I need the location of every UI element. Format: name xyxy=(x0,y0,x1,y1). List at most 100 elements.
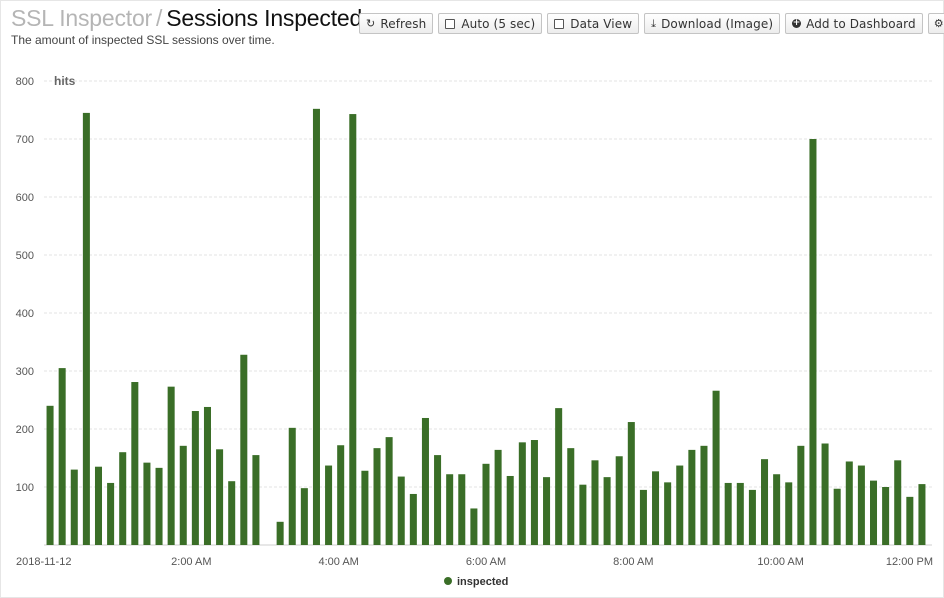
bar[interactable] xyxy=(470,508,478,545)
gear-icon: ⚙ xyxy=(933,17,944,30)
bar[interactable] xyxy=(506,475,514,545)
bar[interactable] xyxy=(736,482,744,545)
bar[interactable] xyxy=(615,456,623,545)
bar[interactable] xyxy=(240,354,248,545)
page-subtitle: The amount of inspected SSL sessions ove… xyxy=(11,33,275,47)
bar[interactable] xyxy=(567,448,575,545)
y-tick-label: 400 xyxy=(16,308,34,320)
bar[interactable] xyxy=(216,449,224,545)
bar[interactable] xyxy=(700,445,708,545)
bar[interactable] xyxy=(119,452,127,545)
bar[interactable] xyxy=(494,449,502,545)
bar[interactable] xyxy=(530,440,538,545)
y-axis-unit-label: hits xyxy=(54,74,76,88)
x-tick-label: 2:00 AM xyxy=(171,556,211,568)
bar[interactable] xyxy=(373,448,381,545)
bar[interactable] xyxy=(845,461,853,545)
bar[interactable] xyxy=(94,466,103,545)
data-view-label: Data View xyxy=(570,16,633,31)
bar[interactable] xyxy=(252,455,260,545)
settings-button[interactable]: ⚙ xyxy=(927,13,944,34)
bar[interactable] xyxy=(203,406,211,545)
bar[interactable] xyxy=(724,482,732,545)
x-axis: 2018-11-12 2:00 AM 4:00 AM 6:00 AM 8:00 AM 10… xyxy=(16,556,933,568)
bar[interactable] xyxy=(191,411,199,545)
download-label: Download (Image) xyxy=(661,16,774,31)
chart-legend[interactable]: inspected xyxy=(444,576,508,588)
bar[interactable] xyxy=(276,521,284,545)
bar[interactable] xyxy=(518,442,526,545)
bar[interactable] xyxy=(918,484,926,545)
bar[interactable] xyxy=(894,460,902,545)
bar[interactable] xyxy=(543,477,551,545)
refresh-button[interactable]: ↻ Refresh xyxy=(359,13,434,34)
auto-refresh-toggle[interactable]: Auto (5 sec) xyxy=(438,13,543,34)
legend-marker[interactable] xyxy=(444,577,452,585)
y-axis: 100 200 300 400 500 600 700 800 xyxy=(16,76,34,494)
bar[interactable] xyxy=(773,474,781,545)
bar[interactable] xyxy=(300,488,308,545)
bar[interactable] xyxy=(482,463,490,545)
bar[interactable] xyxy=(712,390,720,545)
bar[interactable] xyxy=(664,482,672,545)
bar[interactable] xyxy=(882,487,890,545)
bar[interactable] xyxy=(46,405,54,545)
bar[interactable] xyxy=(421,417,429,545)
bar[interactable] xyxy=(627,422,635,545)
bar[interactable] xyxy=(797,445,805,545)
x-tick-label: 2018-11-12 xyxy=(16,556,71,568)
x-tick-label: 4:00 AM xyxy=(318,556,358,568)
breadcrumb-current: Sessions Inspected xyxy=(166,5,363,31)
download-image-button[interactable]: ⤓ Download (Image) xyxy=(644,13,781,34)
bar[interactable] xyxy=(58,368,66,545)
bar[interactable] xyxy=(82,112,90,546)
bar[interactable] xyxy=(143,462,151,545)
bar[interactable] xyxy=(809,139,817,545)
add-to-dashboard-button[interactable]: + Add to Dashboard xyxy=(785,13,923,34)
bar[interactable] xyxy=(555,408,563,545)
bar[interactable] xyxy=(288,427,296,545)
bar[interactable] xyxy=(385,437,393,545)
bar[interactable] xyxy=(349,114,357,545)
bar[interactable] xyxy=(446,474,454,545)
bar[interactable] xyxy=(603,477,611,545)
bar[interactable] xyxy=(325,465,333,545)
bar[interactable] xyxy=(228,481,236,545)
bar[interactable] xyxy=(70,469,78,545)
bar[interactable] xyxy=(579,484,587,545)
bar[interactable] xyxy=(434,455,442,545)
breadcrumb-parent[interactable]: SSL Inspector xyxy=(11,5,153,31)
data-view-toggle[interactable]: Data View xyxy=(547,13,640,34)
bar[interactable] xyxy=(821,443,829,546)
bar[interactable] xyxy=(785,482,793,545)
chart-bars xyxy=(46,108,926,546)
bar[interactable] xyxy=(107,482,115,545)
bar[interactable] xyxy=(409,493,417,545)
bar[interactable] xyxy=(312,108,320,545)
refresh-label: Refresh xyxy=(380,16,427,31)
bar[interactable] xyxy=(676,465,684,545)
bar[interactable] xyxy=(652,471,660,545)
bar[interactable] xyxy=(857,465,865,545)
bar[interactable] xyxy=(688,449,696,545)
bar[interactable] xyxy=(167,386,175,545)
bar[interactable] xyxy=(591,460,599,545)
legend-label[interactable]: inspected xyxy=(457,576,508,588)
bar[interactable] xyxy=(337,445,345,545)
bar[interactable] xyxy=(761,459,769,545)
bar[interactable] xyxy=(833,488,841,545)
bar[interactable] xyxy=(869,480,878,545)
bar[interactable] xyxy=(155,467,163,545)
bar[interactable] xyxy=(639,489,647,545)
checkbox-icon[interactable] xyxy=(445,18,456,29)
bar[interactable] xyxy=(906,496,914,545)
checkbox-icon[interactable] xyxy=(554,18,565,29)
bar[interactable] xyxy=(748,489,756,545)
bar[interactable] xyxy=(458,474,466,545)
bar[interactable] xyxy=(361,470,369,545)
bar[interactable] xyxy=(397,476,405,545)
bar[interactable] xyxy=(179,445,187,545)
bar[interactable] xyxy=(131,382,139,545)
auto-refresh-label: Auto (5 sec) xyxy=(461,16,536,31)
toolbar: ↻ Refresh Auto (5 sec) Data View ⤓ Downl… xyxy=(359,13,944,34)
